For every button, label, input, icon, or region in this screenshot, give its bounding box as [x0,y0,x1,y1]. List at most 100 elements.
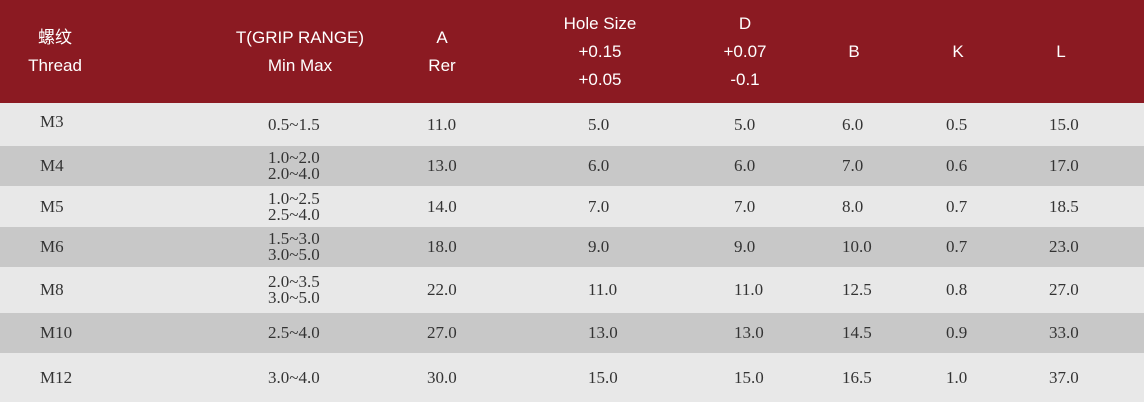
header-l: L [1031,0,1091,103]
cell-hole: 6.0 [588,146,609,186]
cell-grip: 1.0~2.0 2.0~4.0 [268,146,320,186]
cell-grip: 1.5~3.0 3.0~5.0 [268,227,320,267]
header-d-line: -0.1 [730,69,760,89]
grip-range-value: 2.0~3.5 [268,272,320,291]
cell-value-a: 13.0 [427,156,457,175]
cell-l: 37.0 [1049,353,1079,402]
cell-thread: M8 [40,267,64,313]
cell-d: 9.0 [734,227,755,267]
table-row: M12 3.0~4.0 30.0 15.0 15.0 16.5 1.0 37.0 [0,353,1144,402]
cell-d: 15.0 [734,353,764,402]
cell-value-thread: M12 [40,367,73,387]
header-d-line: +0.07 [723,41,767,61]
cell-value-l: 15.0 [1049,114,1079,134]
cell-k: 0.5 [946,103,967,146]
cell-a: 13.0 [427,146,457,186]
header-thread-line: Thread [28,55,82,75]
cell-d: 5.0 [734,103,755,146]
cell-value-l: 23.0 [1049,237,1079,256]
cell-l: 17.0 [1049,146,1079,186]
table-row: M3 0.5~1.5 11.0 5.0 5.0 6.0 0.5 15.0 [0,103,1144,146]
cell-hole: 9.0 [588,227,609,267]
cell-value-d: 9.0 [734,237,756,256]
table-row: M4 1.0~2.0 2.0~4.0 13.0 6.0 6.0 7.0 0.6 17.0 [0,146,1144,186]
cell-b: 7.0 [842,146,863,186]
cell-d: 13.0 [734,313,764,353]
cell-l: 27.0 [1049,267,1079,313]
cell-a: 30.0 [427,353,457,402]
cell-grip: 3.0~4.0 [268,353,320,402]
cell-k: 0.7 [946,227,967,267]
cell-value-b: 14.5 [842,323,872,342]
cell-value-a: 30.0 [427,367,457,387]
cell-value-l: 18.5 [1049,196,1079,216]
cell-value-k: 0.8 [946,280,968,299]
cell-value-d: 13.0 [734,323,764,342]
cell-value-a: 14.0 [427,196,457,216]
cell-value-thread: M8 [40,280,64,299]
cell-value-d: 7.0 [734,196,756,216]
cell-value-b: 7.0 [842,156,864,175]
cell-a: 22.0 [427,267,457,313]
cell-hole: 7.0 [588,186,609,227]
header-hole-size: Hole Size +0.15 +0.05 [540,0,660,103]
cell-b: 16.5 [842,353,872,402]
cell-value-l: 27.0 [1049,280,1079,299]
cell-d: 6.0 [734,146,755,186]
grip-range-value: 3.0~4.0 [268,367,320,387]
cell-thread: M10 [40,313,72,353]
cell-k: 0.7 [946,186,967,227]
header-d-line: D [738,13,752,33]
cell-thread: M5 [40,186,64,227]
cell-value-d: 6.0 [734,156,756,175]
cell-b: 8.0 [842,186,863,227]
grip-range-value: 1.0~2.5 [268,188,320,208]
cell-value-d: 11.0 [734,280,764,299]
header-a-line: A [436,27,448,47]
grip-range-value: 1.0~2.0 [268,148,320,167]
header-a: A Rer [402,0,482,103]
cell-value-a: 18.0 [427,237,457,256]
header-thread-line: 螺纹 [38,27,72,47]
cell-value-l: 33.0 [1049,323,1079,342]
cell-k: 0.9 [946,313,967,353]
cell-d: 7.0 [734,186,755,227]
cell-a: 27.0 [427,313,457,353]
grip-range-value: 3.0~5.0 [268,245,320,264]
cell-b: 12.5 [842,267,872,313]
cell-value-k: 0.7 [946,237,968,256]
cell-grip: 1.0~2.5 2.5~4.0 [268,186,320,227]
cell-hole: 15.0 [588,353,618,402]
grip-range-value: 3.0~5.0 [268,288,320,307]
cell-value-k: 0.9 [946,323,968,342]
header-l-line: L [1056,41,1066,61]
header-hole-line: Hole Size [563,13,637,33]
cell-a: 11.0 [427,103,456,146]
cell-value-k: 0.5 [946,114,968,134]
cell-value-hole: 6.0 [588,156,610,175]
header-k-line: K [952,41,964,61]
cell-k: 0.6 [946,146,967,186]
cell-value-hole: 5.0 [588,114,610,134]
cell-thread: M4 [40,146,64,186]
grip-range-value: 1.5~3.0 [268,229,320,248]
header-a-line: Rer [428,55,456,75]
cell-l: 33.0 [1049,313,1079,353]
cell-value-b: 8.0 [842,196,864,216]
header-grip-range: T(GRIP RANGE) Min Max [220,0,380,103]
cell-value-b: 12.5 [842,280,872,299]
grip-range-value: 2.0~4.0 [268,164,320,183]
cell-value-b: 10.0 [842,237,872,256]
cell-value-k: 0.6 [946,156,968,175]
cell-l: 18.5 [1049,186,1079,227]
cell-value-hole: 11.0 [588,280,618,299]
cell-value-l: 17.0 [1049,156,1079,175]
cell-value-hole: 7.0 [588,196,610,216]
table-row: M5 1.0~2.5 2.5~4.0 14.0 7.0 7.0 8.0 0.7 18.5 [0,186,1144,227]
header-d: D +0.07 -0.1 [700,0,790,103]
cell-hole: 11.0 [588,267,617,313]
cell-value-thread: M10 [40,323,73,342]
cell-value-thread: M3 [40,111,64,131]
cell-value-a: 11.0 [427,114,457,134]
cell-value-thread: M6 [40,237,64,256]
